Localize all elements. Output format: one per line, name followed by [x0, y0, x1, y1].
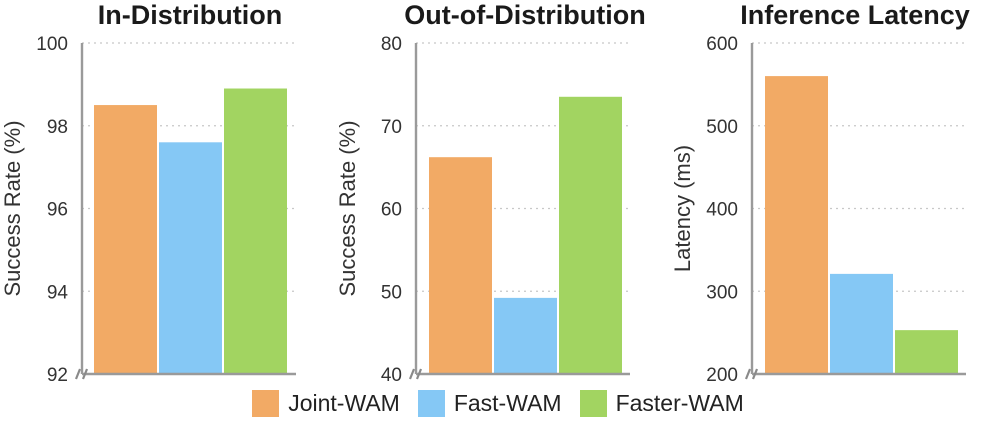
axis-break-marker — [408, 368, 423, 380]
y-tick-label-100: 100 — [36, 34, 68, 55]
y-tick-label-200: 200 — [706, 365, 738, 386]
legend-label-fast-wam: Fast-WAM — [453, 389, 562, 416]
y-tick-label-94: 94 — [47, 282, 69, 303]
y-tick-label-50: 50 — [381, 282, 402, 303]
y-axis-title: Latency (ms) — [670, 145, 695, 272]
legend-item-joint-wam: Joint-WAM — [252, 389, 400, 417]
panel-title: Out-of-Distribution — [404, 0, 645, 30]
bar-joint-wam — [429, 157, 492, 374]
bar-joint-wam — [94, 105, 157, 374]
y-tick-label-80: 80 — [381, 34, 402, 55]
legend-swatch-faster-wam — [579, 389, 607, 417]
legend-swatch-fast-wam — [417, 389, 445, 417]
y-axis-title: Success Rate (%) — [0, 120, 25, 296]
panel-title: Inference Latency — [740, 0, 970, 30]
bar-faster-wam — [895, 330, 958, 374]
legend-label-faster-wam: Faster-WAM — [615, 389, 744, 416]
y-tick-label-300: 300 — [706, 282, 738, 303]
y-tick-label-96: 96 — [47, 200, 68, 221]
legend-label-joint-wam: Joint-WAM — [288, 389, 400, 416]
bar-faster-wam — [224, 88, 287, 374]
axis-break-marker — [744, 368, 759, 380]
bar-faster-wam — [559, 96, 622, 374]
y-tick-label-70: 70 — [381, 117, 402, 138]
y-tick-label-92: 92 — [47, 365, 68, 386]
bar-fast-wam — [830, 273, 893, 374]
y-tick-label-400: 400 — [706, 200, 738, 221]
y-tick-label-98: 98 — [47, 117, 68, 138]
y-tick-label-40: 40 — [381, 365, 402, 386]
bar-fast-wam — [494, 297, 557, 374]
chart-panel-in-distribution: 92 94 96 98 100 In-Distribution Success Rate (… — [0, 0, 296, 386]
panel-title: In-Distribution — [98, 0, 282, 30]
legend-swatch-joint-wam — [252, 389, 280, 417]
legend-item-fast-wam: Fast-WAM — [417, 389, 562, 417]
legend-item-faster-wam: Faster-WAM — [579, 389, 744, 417]
y-tick-label-60: 60 — [381, 200, 402, 221]
axis-break-marker — [74, 368, 89, 380]
y-axis-title: Success Rate (%) — [335, 120, 360, 296]
bar-fast-wam — [159, 142, 222, 374]
chart-legend: Joint-WAM Fast-WAM Faster-WAM — [0, 385, 996, 421]
y-tick-label-600: 600 — [706, 34, 738, 55]
bar-joint-wam — [765, 76, 828, 374]
y-tick-label-500: 500 — [706, 117, 738, 138]
